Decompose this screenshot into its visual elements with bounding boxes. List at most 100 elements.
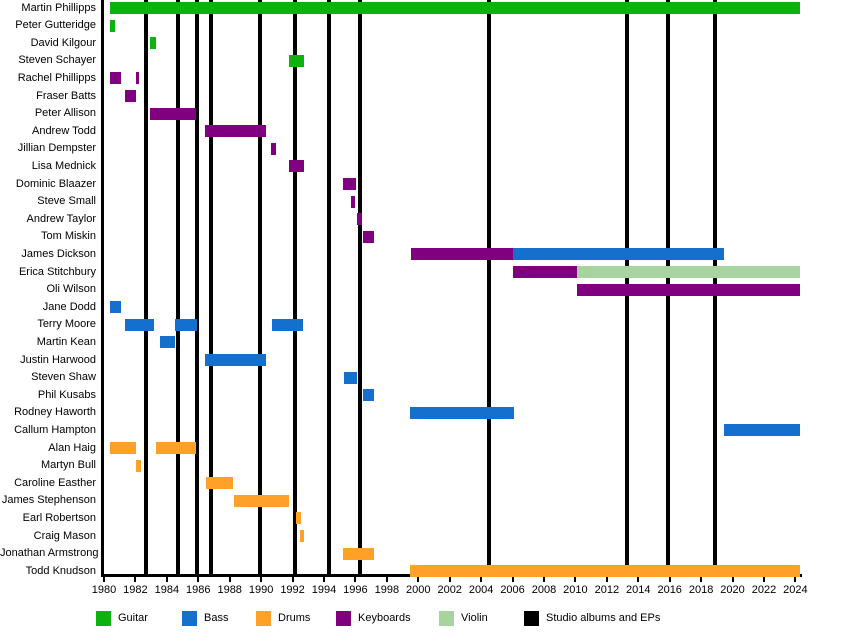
member-label-caroline-easther: Caroline Easther: [14, 476, 96, 489]
x-axis-tick-label: 1996: [343, 584, 368, 596]
member-label-dominic-blaazer: Dominic Blaazer: [15, 177, 96, 190]
member-label-peter-gutteridge: Peter Gutteridge: [15, 19, 96, 32]
member-label-alan-haig: Alan Haig: [48, 441, 96, 454]
x-axis-tick: [165, 577, 168, 582]
timeline-bar-jonathan-armstrong-drums: [342, 547, 375, 560]
x-axis-tick: [228, 577, 231, 582]
timeline-bar-david-kilgour-guitar: [149, 37, 156, 50]
member-label-james-dickson: James Dickson: [21, 247, 96, 260]
legend-swatch-studio-albums-and-eps: [524, 611, 539, 626]
member-label-martin-kean: Martin Kean: [36, 335, 96, 348]
member-label-tom-miskin: Tom Miskin: [40, 230, 96, 243]
timeline-bar-steve-small-keyboards: [350, 195, 355, 208]
x-axis-tick: [574, 577, 577, 582]
x-axis-tick-label: 1990: [248, 584, 274, 596]
member-label-peter-allison: Peter Allison: [34, 107, 96, 120]
album-release-line: [143, 0, 148, 577]
member-label-david-kilgour: David Kilgour: [30, 36, 96, 49]
timeline-bar-dominic-blaazer-keyboards: [342, 178, 357, 190]
album-release-line: [175, 0, 180, 577]
timeline-bar-andrew-taylor-keyboards: [356, 213, 362, 226]
x-axis-tick-label: 1998: [374, 584, 400, 596]
timeline-bar-justin-harwood-bass: [205, 354, 266, 366]
legend-label-drums: Drums: [278, 612, 311, 624]
x-axis-tick: [291, 577, 294, 582]
timeline-bar-tom-miskin-keyboards: [363, 230, 375, 243]
legend-label-keyboards: Keyboards: [358, 612, 411, 624]
x-axis-tick: [731, 577, 734, 582]
timeline-bar-steven-schayer-guitar: [289, 54, 305, 67]
timeline-bar-caroline-easther-drums: [206, 477, 233, 490]
x-axis-tick: [480, 577, 483, 582]
timeline-bar-jane-dodd-bass: [110, 301, 122, 314]
timeline-bar-martin-phillipps-guitar: [110, 2, 801, 14]
x-axis-tick-label: 2012: [594, 584, 620, 596]
x-axis-tick-label: 2022: [751, 584, 777, 596]
member-label-jonathan-armstrong: Jonathan Armstrong: [0, 547, 99, 560]
member-label-terry-moore: Terry Moore: [37, 318, 96, 331]
timeline-bar-craig-mason-drums: [300, 530, 305, 542]
album-release-line: [326, 0, 331, 577]
member-label-steve-small: Steve Small: [37, 195, 96, 208]
timeline-bar-steven-shaw-bass: [343, 371, 357, 384]
timeline-bar-erica-stitchbury-violin: [576, 266, 801, 278]
x-axis-tick: [762, 577, 765, 582]
member-label-erica-stitchbury: Erica Stitchbury: [18, 265, 96, 278]
timeline-bar-peter-gutteridge-guitar: [110, 19, 115, 32]
member-label-oli-wilson: Oli Wilson: [46, 283, 96, 296]
timeline-bar-alan-haig-drums: [110, 442, 137, 454]
member-label-earl-robertson: Earl Robertson: [22, 511, 96, 524]
member-label-todd-knudson: Todd Knudson: [25, 564, 96, 577]
x-axis-tick: [511, 577, 514, 582]
x-axis-tick-label: 1986: [186, 584, 211, 596]
album-release-line: [208, 0, 213, 577]
x-axis-tick-label: 1980: [91, 584, 117, 596]
x-axis-tick: [134, 577, 137, 582]
legend-label-violin: Violin: [461, 612, 488, 624]
timeline-bar-alan-haig-drums: [155, 442, 196, 454]
x-axis-tick-label: 2020: [720, 584, 745, 596]
album-release-line: [486, 0, 491, 577]
legend-swatch-keyboards: [336, 611, 351, 626]
timeline-bar-rodney-haworth-bass: [409, 406, 515, 419]
legend-swatch-bass: [182, 611, 197, 626]
timeline-bar-earl-robertson-drums: [296, 512, 302, 525]
member-label-rodney-haworth: Rodney Haworth: [14, 406, 96, 419]
album-release-line: [258, 0, 263, 577]
legend-swatch-guitar: [96, 611, 111, 626]
x-axis-tick-label: 2000: [406, 584, 431, 596]
x-axis-tick-label: 1982: [123, 584, 148, 596]
timeline-bar-lisa-mednick-keyboards: [289, 160, 305, 173]
timeline-bar-todd-knudson-drums: [410, 565, 801, 578]
member-label-james-stephenson: James Stephenson: [1, 494, 96, 507]
x-axis-tick: [417, 577, 420, 582]
member-label-phil-kusabs: Phil Kusabs: [37, 388, 96, 401]
legend-label-guitar: Guitar: [118, 612, 148, 624]
member-label-justin-harwood: Justin Harwood: [20, 353, 96, 366]
timeline-bar-martyn-bull-drums: [136, 459, 141, 472]
member-label-craig-mason: Craig Mason: [33, 529, 96, 542]
member-label-jane-dodd: Jane Dodd: [42, 300, 96, 313]
timeline-bar-oli-wilson-keyboards: [576, 283, 801, 296]
timeline-bar-terry-moore-bass: [272, 318, 303, 331]
timeline-bar-terry-moore-bass: [175, 318, 197, 331]
timeline-bar-rachel-phillipps-keyboards: [110, 72, 122, 85]
timeline-bar-martin-kean-bass: [159, 336, 175, 349]
timeline-bar-phil-kusabs-bass: [363, 389, 375, 402]
timeline-bar-jillian-dempster-keyboards: [270, 142, 277, 155]
timeline-bar-terry-moore-bass: [125, 318, 155, 331]
x-axis-tick-label: 2002: [437, 584, 462, 596]
x-axis-tick-label: 1994: [311, 584, 337, 596]
timeline-bar-callum-hampton-bass: [723, 424, 801, 437]
legend-label-bass: Bass: [204, 612, 229, 624]
timeline-bar-fraser-batts-keyboards: [125, 90, 137, 102]
member-label-steven-shaw: Steven Shaw: [31, 371, 96, 384]
member-label-andrew-taylor: Andrew Taylor: [26, 212, 97, 225]
member-label-callum-hampton: Callum Hampton: [14, 423, 96, 436]
x-axis-tick-label: 2008: [531, 584, 557, 596]
y-axis: [101, 0, 104, 577]
x-axis-tick: [385, 577, 388, 582]
x-axis-tick-label: 2018: [688, 584, 714, 596]
x-axis-tick: [668, 577, 671, 582]
member-label-lisa-mednick: Lisa Mednick: [31, 159, 96, 172]
